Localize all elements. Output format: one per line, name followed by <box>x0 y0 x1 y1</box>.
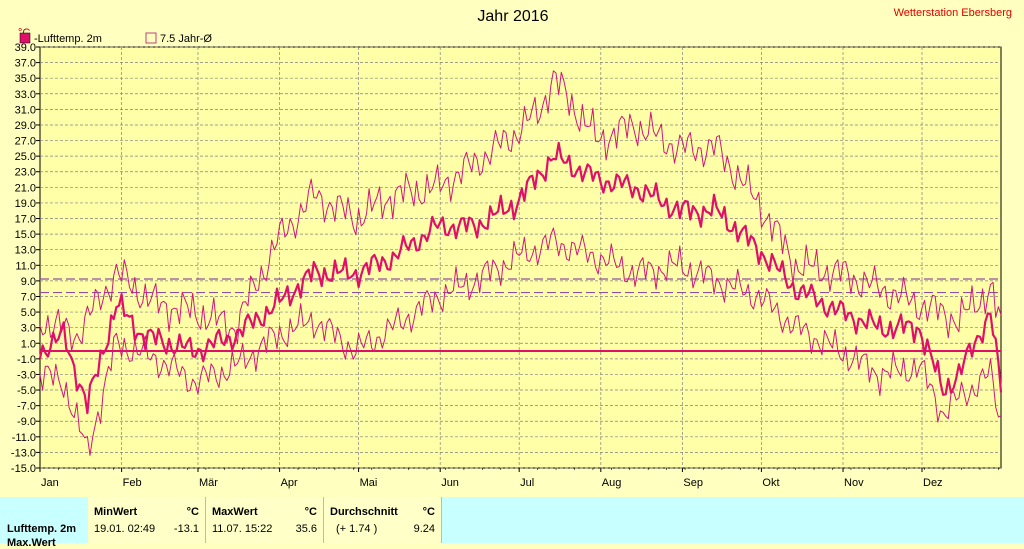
stats-min-cell: MinWert °C 19.01. 02:49 -13.1 <box>88 497 206 543</box>
y-tick-label: 15.0 <box>15 229 36 241</box>
legend: -Lufttemp. 2m 7.5 Jahr-Ø <box>19 32 212 45</box>
avg-header: Durchschnitt <box>330 506 398 518</box>
y-tick-label: 9.0 <box>21 276 36 288</box>
y-tick-label: 39.0 <box>15 42 36 54</box>
y-tick-label: 7.0 <box>21 291 36 303</box>
y-tick-label: 17.0 <box>15 214 36 226</box>
y-tick-label: -5.0 <box>17 385 36 397</box>
plot-area <box>39 46 1002 469</box>
y-tick-label: -7.0 <box>17 401 36 413</box>
series-line-mean <box>38 141 1003 415</box>
min-unit: °C <box>186 506 199 518</box>
x-tick-label: Feb <box>123 477 142 489</box>
y-tick-label: -1.0 <box>17 354 36 366</box>
y-axis-ticks: 39.0 37.0 35.0 33.0 31.0 29.0 27.0 25.0 23.0 21.0… <box>11 42 40 475</box>
stats-max-cell: MaxWert °C 11.07. 15:22 35.6 <box>206 497 324 543</box>
max-unit: °C <box>304 506 317 518</box>
stats-row-label: Lufttemp. 2m <box>7 523 77 535</box>
min-header: MinWert <box>94 506 138 518</box>
stats-row-label-2: Max.Wert <box>7 537 56 549</box>
y-tick-label: 35.0 <box>15 73 36 85</box>
x-tick-label: Dez <box>923 477 943 489</box>
y-tick-label: 1.0 <box>21 338 36 350</box>
y-tick-label: -3.0 <box>17 369 36 381</box>
legend-swatch-avg <box>145 32 157 44</box>
x-tick-label: Mär <box>199 477 218 489</box>
y-tick-label: 13.0 <box>15 245 36 257</box>
x-tick-label: Apr <box>281 477 298 489</box>
series-lines <box>38 70 1003 456</box>
y-tick-label: -13.0 <box>11 447 36 459</box>
legend-label-avg: 7.5 Jahr-Ø <box>160 33 212 45</box>
y-tick-label: -9.0 <box>17 416 36 428</box>
avg-value: 9.24 <box>413 523 435 535</box>
y-tick-label: 37.0 <box>15 58 36 70</box>
max-header: MaxWert <box>212 506 258 518</box>
avg-diff: (+ 1.74 ) <box>336 523 378 535</box>
y-tick-label: -15.0 <box>11 463 36 475</box>
min-date: 19.01. 02:49 <box>94 523 156 535</box>
x-tick-label: Jul <box>520 477 534 489</box>
station-name: Wetterstation Ebersberg <box>894 7 1012 19</box>
x-tick-label: Jan <box>41 477 59 489</box>
series-line-min <box>39 227 1002 456</box>
temperature-chart: Jahr 2016 Wetterstation Ebersberg °C -Lu… <box>11 7 1012 489</box>
series-line-max <box>39 70 1002 351</box>
x-tick-label: Sep <box>683 477 703 489</box>
x-tick-label: Nov <box>844 477 864 489</box>
y-tick-label: 23.0 <box>15 167 36 179</box>
y-tick-label: 11.0 <box>15 260 36 272</box>
stats-avg-cell: Durchschnitt °C (+ 1.74 ) 9.24 <box>324 497 442 543</box>
max-date: 11.07. 15:22 <box>212 523 273 535</box>
x-tick-label: Mai <box>360 477 378 489</box>
y-tick-label: 33.0 <box>15 89 36 101</box>
x-tick-label: Aug <box>602 477 622 489</box>
y-tick-label: 19.0 <box>15 198 36 210</box>
y-tick-label: 27.0 <box>15 136 36 148</box>
x-axis-ticks: Jan Feb Mär Apr Mai Jun Jul Aug Sep Okt Nov Dez <box>39 468 999 489</box>
legend-swatch-temp <box>19 32 31 44</box>
max-value: 35.6 <box>295 523 317 535</box>
y-tick-label: -11.0 <box>12 432 36 444</box>
min-value: -13.1 <box>173 523 199 535</box>
x-tick-label: Okt <box>762 477 779 489</box>
stats-panel: Lufttemp. 2m Max.Wert MinWert °C 19.01. … <box>0 497 1024 549</box>
y-tick-label: 3.0 <box>21 323 36 335</box>
chart-title: Jahr 2016 <box>477 8 548 25</box>
y-tick-label: 25.0 <box>15 151 36 163</box>
x-tick-label: Jun <box>441 477 459 489</box>
legend-label-temp: -Lufttemp. 2m <box>34 33 102 45</box>
avg-unit: °C <box>422 506 435 518</box>
y-tick-label: 21.0 <box>15 182 36 194</box>
y-tick-label: 5.0 <box>21 307 36 319</box>
y-tick-label: 31.0 <box>15 104 36 116</box>
y-tick-label: 29.0 <box>15 120 36 132</box>
